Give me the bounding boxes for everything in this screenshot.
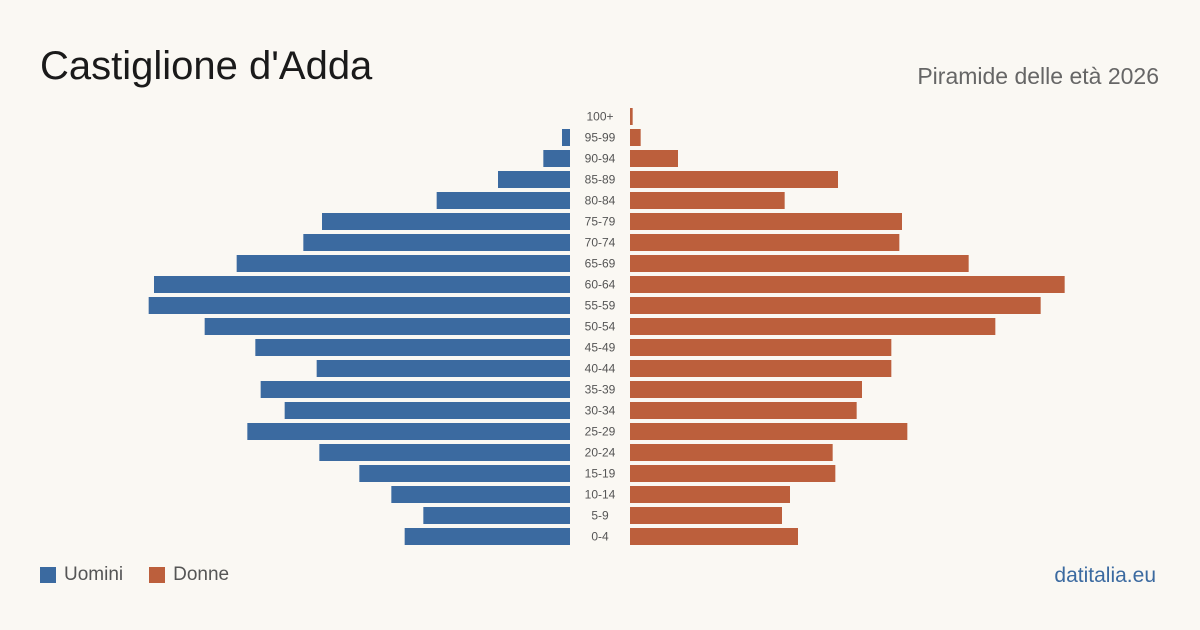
age-label-60-64: 60-64 bbox=[585, 278, 616, 292]
bar-women-85-89 bbox=[630, 171, 838, 188]
age-label-50-54: 50-54 bbox=[585, 320, 616, 334]
bar-women-60-64 bbox=[630, 276, 1065, 293]
age-label-80-84: 80-84 bbox=[585, 194, 616, 208]
bar-women-65-69 bbox=[630, 255, 969, 272]
legend-item-women: Donne bbox=[149, 564, 229, 586]
age-label-90-94: 90-94 bbox=[585, 152, 616, 166]
age-label-5-9: 5-9 bbox=[591, 509, 609, 523]
age-label-0-4: 0-4 bbox=[591, 530, 609, 544]
bar-men-5-9 bbox=[423, 507, 570, 524]
bar-women-95-99 bbox=[630, 129, 641, 146]
bar-women-70-74 bbox=[630, 234, 900, 251]
age-label-35-39: 35-39 bbox=[585, 383, 616, 397]
bar-women-75-79 bbox=[630, 213, 902, 230]
bar-women-35-39 bbox=[630, 381, 862, 398]
legend-swatch-women bbox=[149, 567, 166, 583]
bar-men-55-59 bbox=[148, 297, 570, 314]
bar-men-45-49 bbox=[255, 339, 571, 356]
bar-men-10-14 bbox=[391, 486, 570, 503]
bar-women-20-24 bbox=[630, 444, 833, 461]
legend-label-women: Donne bbox=[173, 564, 230, 585]
bar-men-0-4 bbox=[404, 528, 570, 545]
bar-men-60-64 bbox=[154, 276, 570, 293]
age-label-10-14: 10-14 bbox=[585, 488, 616, 502]
page-title: Castiglione d'Adda bbox=[40, 44, 373, 88]
legend-swatch-men bbox=[40, 567, 56, 583]
bar-men-95-99 bbox=[562, 129, 570, 146]
bar-women-25-29 bbox=[630, 423, 908, 440]
age-label-20-24: 20-24 bbox=[585, 446, 616, 460]
brand-link[interactable]: datitalia.eu bbox=[1054, 564, 1156, 587]
age-label-100+: 100+ bbox=[586, 110, 613, 124]
age-label-25-29: 25-29 bbox=[585, 425, 616, 439]
bar-men-70-74 bbox=[303, 234, 570, 251]
legend-label-men: Uomini bbox=[64, 564, 124, 585]
bar-men-80-84 bbox=[436, 192, 570, 209]
age-label-85-89: 85-89 bbox=[585, 173, 616, 187]
chart-subtitle: Piramide delle età 2026 bbox=[917, 63, 1159, 89]
age-label-95-99: 95-99 bbox=[585, 131, 616, 145]
bar-men-25-29 bbox=[247, 423, 571, 440]
bar-women-40-44 bbox=[630, 360, 892, 377]
age-label-40-44: 40-44 bbox=[585, 362, 616, 376]
bar-men-30-34 bbox=[284, 402, 570, 419]
age-label-45-49: 45-49 bbox=[585, 341, 616, 355]
bar-women-80-84 bbox=[630, 192, 785, 209]
legend-item-men: Uomini bbox=[40, 564, 123, 586]
bar-women-30-34 bbox=[630, 402, 857, 419]
age-label-65-69: 65-69 bbox=[585, 257, 616, 271]
age-label-55-59: 55-59 bbox=[585, 299, 616, 313]
age-label-70-74: 70-74 bbox=[585, 236, 616, 250]
bar-men-35-39 bbox=[260, 381, 570, 398]
bar-men-50-54 bbox=[204, 318, 570, 335]
bar-men-85-89 bbox=[498, 171, 570, 188]
bar-women-50-54 bbox=[630, 318, 996, 335]
bar-women-5-9 bbox=[630, 507, 782, 524]
bar-men-75-79 bbox=[322, 213, 570, 230]
age-label-15-19: 15-19 bbox=[585, 467, 616, 481]
bar-men-90-94 bbox=[543, 150, 570, 167]
age-label-75-79: 75-79 bbox=[585, 215, 616, 229]
bar-women-90-94 bbox=[630, 150, 678, 167]
bar-men-40-44 bbox=[316, 360, 570, 377]
bar-women-55-59 bbox=[630, 297, 1041, 314]
bar-women-10-14 bbox=[630, 486, 790, 503]
bar-men-20-24 bbox=[319, 444, 570, 461]
bar-men-65-69 bbox=[236, 255, 570, 272]
age-label-30-34: 30-34 bbox=[585, 404, 616, 418]
bar-women-0-4 bbox=[630, 528, 798, 545]
bar-women-45-49 bbox=[630, 339, 892, 356]
bar-men-15-19 bbox=[359, 465, 570, 482]
legend: Uomini Donne bbox=[40, 564, 255, 586]
bar-women-100+ bbox=[630, 108, 633, 125]
bar-women-15-19 bbox=[630, 465, 836, 482]
